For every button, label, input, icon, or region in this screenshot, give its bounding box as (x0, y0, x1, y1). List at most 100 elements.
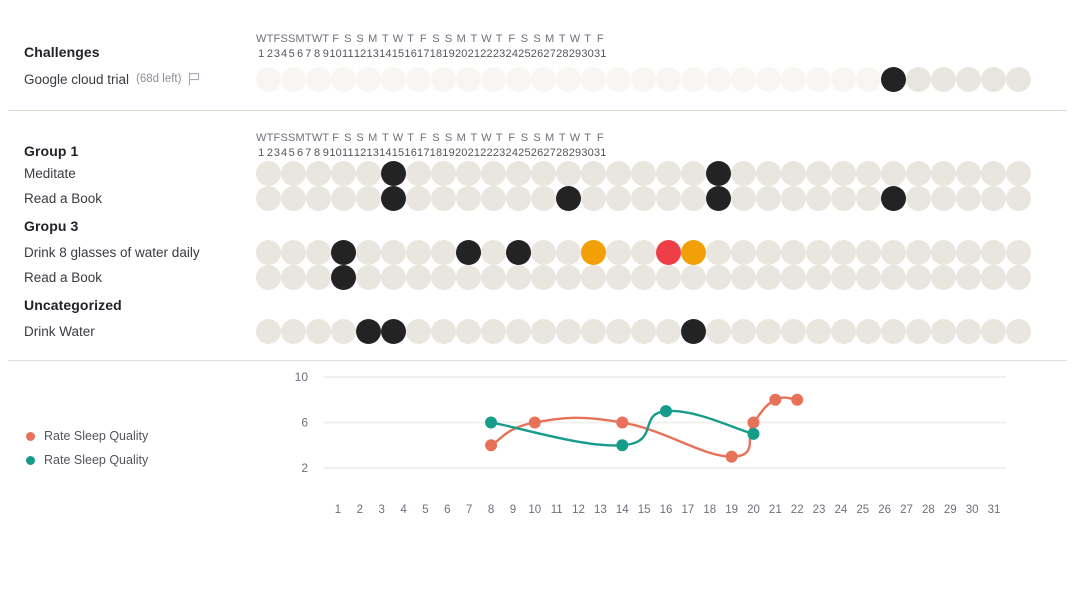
day-cell[interactable] (631, 265, 656, 290)
day-dot-empty[interactable] (406, 265, 431, 290)
day-cell[interactable] (381, 186, 406, 211)
day-cell[interactable] (706, 240, 731, 265)
day-cell[interactable] (581, 186, 606, 211)
day-cell[interactable] (856, 265, 881, 290)
habit-dot-grid[interactable] (256, 265, 1075, 290)
day-dot-empty[interactable] (656, 186, 681, 211)
day-dot-empty[interactable] (456, 265, 481, 290)
day-dot-done[interactable] (456, 240, 481, 265)
day-dot-empty[interactable] (756, 240, 781, 265)
day-dot-empty[interactable] (481, 186, 506, 211)
day-cell[interactable] (731, 319, 756, 344)
day-cell[interactable] (806, 161, 831, 186)
day-cell[interactable] (981, 66, 1006, 92)
day-cell[interactable] (431, 66, 456, 92)
day-dot-empty[interactable] (831, 265, 856, 290)
day-cell[interactable] (256, 66, 281, 92)
day-cell[interactable] (581, 66, 606, 92)
day-dot-empty[interactable] (281, 66, 306, 92)
day-cell[interactable] (681, 265, 706, 290)
day-cell[interactable] (356, 66, 381, 92)
day-dot-empty[interactable] (531, 66, 556, 92)
day-cell[interactable] (556, 66, 581, 92)
day-cell[interactable] (306, 66, 331, 92)
day-cell[interactable] (656, 319, 681, 344)
day-cell[interactable] (706, 161, 731, 186)
day-cell[interactable] (681, 240, 706, 265)
habit-dot-row[interactable] (256, 319, 1031, 344)
day-dot-empty[interactable] (256, 186, 281, 211)
day-dot-empty[interactable] (781, 66, 806, 92)
day-dot-empty[interactable] (531, 240, 556, 265)
day-dot-empty[interactable] (281, 186, 306, 211)
day-cell[interactable] (956, 66, 981, 92)
day-cell[interactable] (331, 319, 356, 344)
day-cell[interactable] (481, 161, 506, 186)
chart-point-series-1[interactable] (616, 439, 629, 452)
day-dot-empty[interactable] (931, 66, 956, 92)
day-cell[interactable] (856, 66, 881, 92)
day-cell[interactable] (306, 240, 331, 265)
day-cell[interactable] (456, 240, 481, 265)
day-cell[interactable] (356, 265, 381, 290)
day-cell[interactable] (881, 240, 906, 265)
day-cell[interactable] (956, 319, 981, 344)
day-cell[interactable] (331, 240, 356, 265)
day-cell[interactable] (931, 265, 956, 290)
chart-point-series-0[interactable] (769, 393, 782, 406)
day-cell[interactable] (781, 265, 806, 290)
day-cell[interactable] (931, 186, 956, 211)
day-dot-empty[interactable] (706, 319, 731, 344)
day-cell[interactable] (881, 186, 906, 211)
day-dot-empty[interactable] (556, 319, 581, 344)
day-dot-empty[interactable] (856, 240, 881, 265)
day-cell[interactable] (356, 161, 381, 186)
day-dot-done[interactable] (706, 186, 731, 211)
habit-dot-grid[interactable] (256, 319, 1075, 344)
day-dot-empty[interactable] (431, 186, 456, 211)
day-cell[interactable] (531, 265, 556, 290)
day-dot-empty[interactable] (781, 240, 806, 265)
day-cell[interactable] (306, 265, 331, 290)
day-dot-empty[interactable] (981, 265, 1006, 290)
day-dot-empty[interactable] (706, 240, 731, 265)
day-dot-empty[interactable] (356, 240, 381, 265)
day-dot-empty[interactable] (381, 240, 406, 265)
day-cell[interactable] (506, 66, 531, 92)
day-dot-empty[interactable] (956, 319, 981, 344)
day-dot-empty[interactable] (731, 161, 756, 186)
day-dot-empty[interactable] (406, 319, 431, 344)
day-cell[interactable] (606, 66, 631, 92)
day-dot-red[interactable] (656, 240, 681, 265)
day-cell[interactable] (706, 319, 731, 344)
day-dot-empty[interactable] (306, 265, 331, 290)
day-dot-empty[interactable] (881, 319, 906, 344)
day-cell[interactable] (456, 319, 481, 344)
day-cell[interactable] (456, 186, 481, 211)
day-dot-empty[interactable] (281, 161, 306, 186)
day-dot-empty[interactable] (481, 161, 506, 186)
day-cell[interactable] (981, 265, 1006, 290)
day-dot-empty[interactable] (631, 319, 656, 344)
day-cell[interactable] (431, 161, 456, 186)
day-cell[interactable] (381, 161, 406, 186)
day-cell[interactable] (756, 319, 781, 344)
day-cell[interactable] (681, 319, 706, 344)
day-dot-empty[interactable] (756, 66, 781, 92)
chart-point-series-1[interactable] (660, 405, 672, 418)
day-cell[interactable] (506, 186, 531, 211)
day-cell[interactable] (1006, 66, 1031, 92)
day-cell[interactable] (906, 186, 931, 211)
day-cell[interactable] (356, 240, 381, 265)
day-dot-empty[interactable] (806, 265, 831, 290)
day-dot-empty[interactable] (656, 161, 681, 186)
day-cell[interactable] (756, 240, 781, 265)
day-cell[interactable] (606, 186, 631, 211)
day-cell[interactable] (906, 66, 931, 92)
day-dot-empty[interactable] (631, 186, 656, 211)
day-cell[interactable] (506, 265, 531, 290)
day-cell[interactable] (406, 186, 431, 211)
day-cell[interactable] (656, 265, 681, 290)
day-cell[interactable] (956, 240, 981, 265)
day-dot-empty[interactable] (731, 265, 756, 290)
